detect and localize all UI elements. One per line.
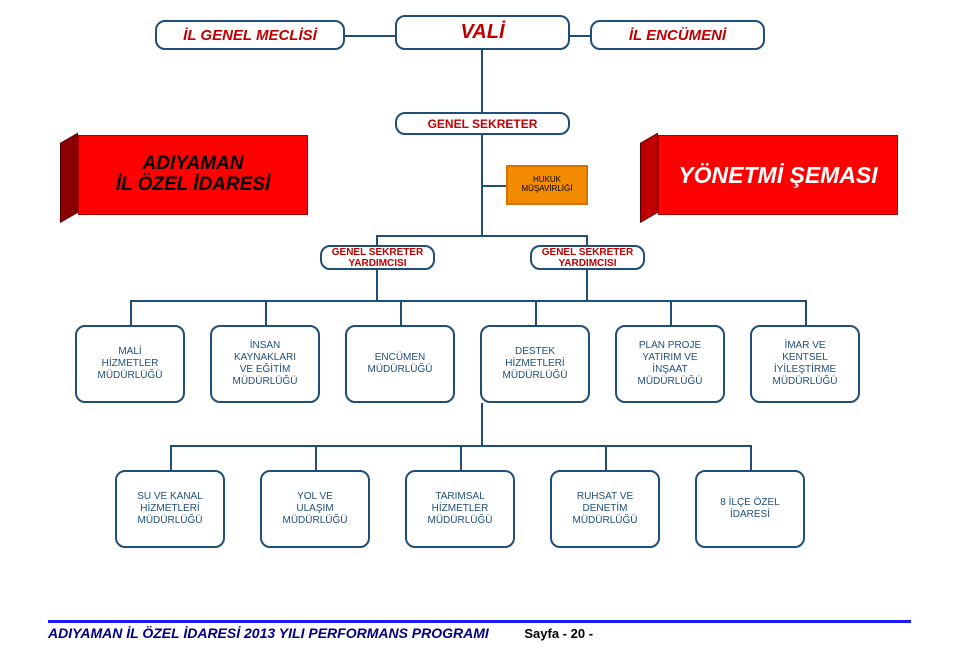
dept-tarimsal: TARIMSALHİZMETLERMÜDÜRLÜĞÜ [405,470,515,548]
conn-r4-3 [460,445,462,470]
dept-encumen: ENCÜMENMÜDÜRLÜĞÜ [345,325,455,403]
yardimci-left: GENEL SEKRETER YARDIMCISI [320,245,435,270]
conn-r3-4 [535,300,537,325]
dept-yol-ulasim: YOL VEULAŞIMMÜDÜRLÜĞÜ [260,470,370,548]
yardimci-left-l2: YARDIMCISI [349,258,407,269]
conn-r3-1 [130,300,132,325]
dept-ilce-ozel: 8 İLÇE ÖZELİDARESİ [695,470,805,548]
conn-row3-bus [130,300,805,302]
conn-r4-1 [170,445,172,470]
footer-page: Sayfa - 20 - [524,626,593,641]
red-left-line1: ADIYAMAN [143,154,244,175]
yardimci-right-l2: YARDIMCISI [559,258,617,269]
conn-r4-2 [315,445,317,470]
il-genel-meclisi-box: İL GENEL MECLİSİ [155,20,345,50]
conn-yard-l2 [376,268,378,300]
yardimci-right: GENEL SEKRETER YARDIMCISI [530,245,645,270]
conn-vali-down [481,50,483,112]
footer-rule [48,620,911,623]
conn-r3-2 [265,300,267,325]
yardimci-right-l1: GENEL SEKRETER [542,247,634,258]
dept-insan-kaynaklari: İNSANKAYNAKLARIVE EĞİTİMMÜDÜRLÜĞÜ [210,325,320,403]
footer-text: ADIYAMAN İL ÖZEL İDARESİ 2013 YILI PERFO… [48,625,489,641]
conn-sek-hukuk [482,185,506,187]
conn-yard-r2 [586,268,588,300]
conn-r4-5 [750,445,752,470]
dept-mali: MALİHİZMETLERMÜDÜRLÜĞÜ [75,325,185,403]
hukuk-line2: MÜŞAVİRLİĞİ [522,185,573,194]
dept-destek: DESTEKHİZMETLERİMÜDÜRLÜĞÜ [480,325,590,403]
dept-imar: İMAR VEKENTSELİYİLEŞTİRMEMÜDÜRLÜĞÜ [750,325,860,403]
yardimci-left-l1: GENEL SEKRETER [332,247,424,258]
vali-box: VALİ [395,15,570,50]
conn-r3-3 [400,300,402,325]
genel-sekreter-box: GENEL SEKRETER [395,112,570,135]
conn-r3-6 [805,300,807,325]
conn-yard-h [376,235,588,237]
dept-ruhsat: RUHSAT VEDENETİMMÜDÜRLÜĞÜ [550,470,660,548]
dept-plan-proje: PLAN PROJEYATIRIM VEİNŞAATMÜDÜRLÜĞÜ [615,325,725,403]
red-right-line1: YÖNETMİ ŞEMASI [678,162,877,189]
footer: ADIYAMAN İL ÖZEL İDARESİ 2013 YILI PERFO… [48,620,911,643]
conn-row3-row4 [481,403,483,445]
conn-r4-4 [605,445,607,470]
red-left-line2: İL ÖZEL İDARESİ [116,175,271,196]
conn-r3-5 [670,300,672,325]
il-encumeni-box: İL ENCÜMENİ [590,20,765,50]
hukuk-box: HUKUK MÜŞAVİRLİĞİ [506,165,588,205]
dept-su-kanal: SU VE KANALHİZMETLERİMÜDÜRLÜĞÜ [115,470,225,548]
